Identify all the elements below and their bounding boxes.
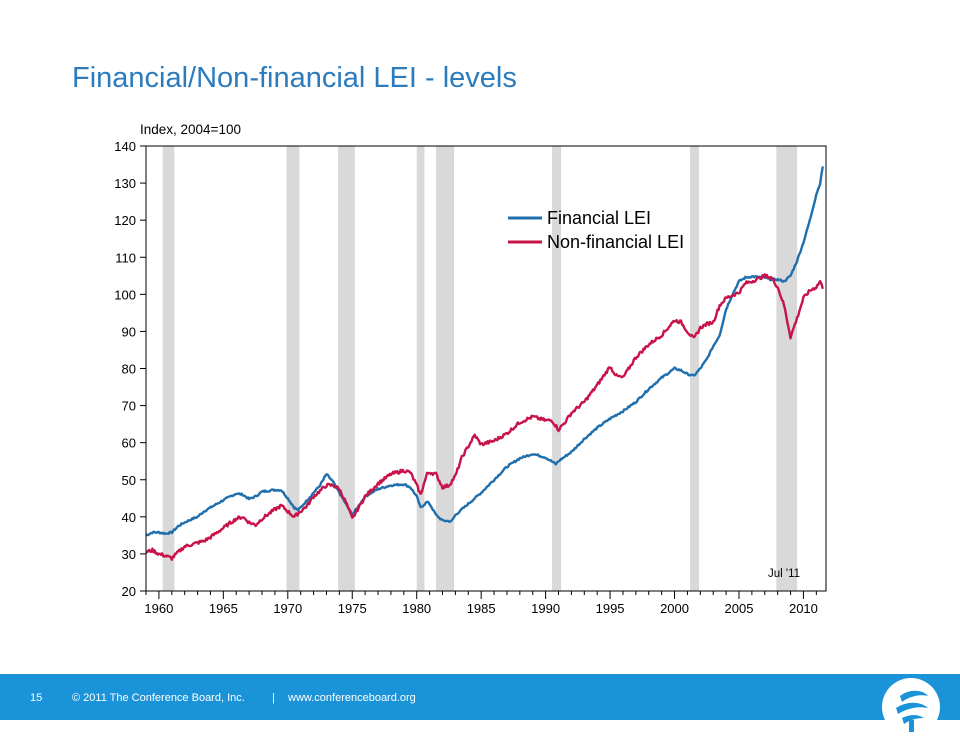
y-axis-ticks: 20 30 40 50 60 70 80 90 100 110 120 130 140 1960 1965 1… — [114, 139, 818, 616]
x-tick-label: 1975 — [338, 601, 367, 616]
x-tick-label: 1965 — [209, 601, 238, 616]
y-tick-label: 120 — [114, 213, 136, 228]
x-tick-label: 2005 — [725, 601, 754, 616]
footer-separator: | — [272, 692, 275, 704]
series-line-financial — [145, 166, 824, 537]
legend-label: Non-financial LEI — [547, 232, 684, 252]
y-tick-label: 40 — [122, 510, 136, 525]
x-tick-label: 1960 — [144, 601, 173, 616]
x-tick-label: 1985 — [467, 601, 496, 616]
recession-bands — [162, 146, 797, 591]
y-tick-label: 130 — [114, 176, 136, 191]
recession-band-3 — [416, 146, 425, 591]
x-tick-label: 1980 — [402, 601, 431, 616]
legend-label: Financial LEI — [547, 208, 651, 228]
series-lines — [145, 166, 824, 561]
x-tick-label: 1970 — [273, 601, 302, 616]
recession-band-2 — [338, 146, 355, 591]
series-line-non-financial — [145, 273, 824, 561]
y-tick-label: 30 — [122, 547, 136, 562]
conference-board-torch-logo-icon — [880, 676, 942, 738]
copyright-text: © 2011 The Conference Board, Inc. — [72, 692, 245, 704]
plot-area-frame — [145, 145, 827, 592]
x-tick-label: 2010 — [789, 601, 818, 616]
y-tick-label: 90 — [122, 324, 136, 339]
y-tick-label: 70 — [122, 399, 136, 414]
lei-line-chart: 20 30 40 50 60 70 80 90 100 110 120 130 140 1960 1965 1… — [114, 122, 827, 616]
y-tick-label: 140 — [114, 139, 136, 154]
y-tick-label: 20 — [122, 584, 136, 599]
recession-band-0 — [162, 146, 175, 591]
x-tick-label: 2000 — [660, 601, 689, 616]
recession-band-7 — [776, 146, 797, 591]
y-tick-label: 50 — [122, 473, 136, 488]
y-axis-label: Index, 2004=100 — [140, 122, 241, 137]
y-tick-label: 80 — [122, 362, 136, 377]
slide-title: Financial/Non-financial LEI - levels — [72, 62, 517, 94]
y-tick-label: 60 — [122, 436, 136, 451]
page-number: 15 — [30, 692, 43, 704]
y-tick-label: 100 — [114, 287, 136, 302]
date-annotation: Jul '11 — [768, 568, 800, 580]
x-tick-label: 1995 — [596, 601, 625, 616]
recession-band-1 — [286, 146, 300, 591]
x-tick-label: 1990 — [531, 601, 560, 616]
recession-band-4 — [436, 146, 455, 591]
recession-band-6 — [690, 146, 700, 591]
footer-bar: 15 © 2011 The Conference Board, Inc. | w… — [0, 674, 960, 736]
recession-band-5 — [552, 146, 562, 591]
chart-legend: Financial LEI Non-financial LEI — [508, 208, 684, 252]
y-tick-label: 110 — [115, 250, 136, 265]
website-link[interactable]: www.conferenceboard.org — [288, 692, 416, 704]
